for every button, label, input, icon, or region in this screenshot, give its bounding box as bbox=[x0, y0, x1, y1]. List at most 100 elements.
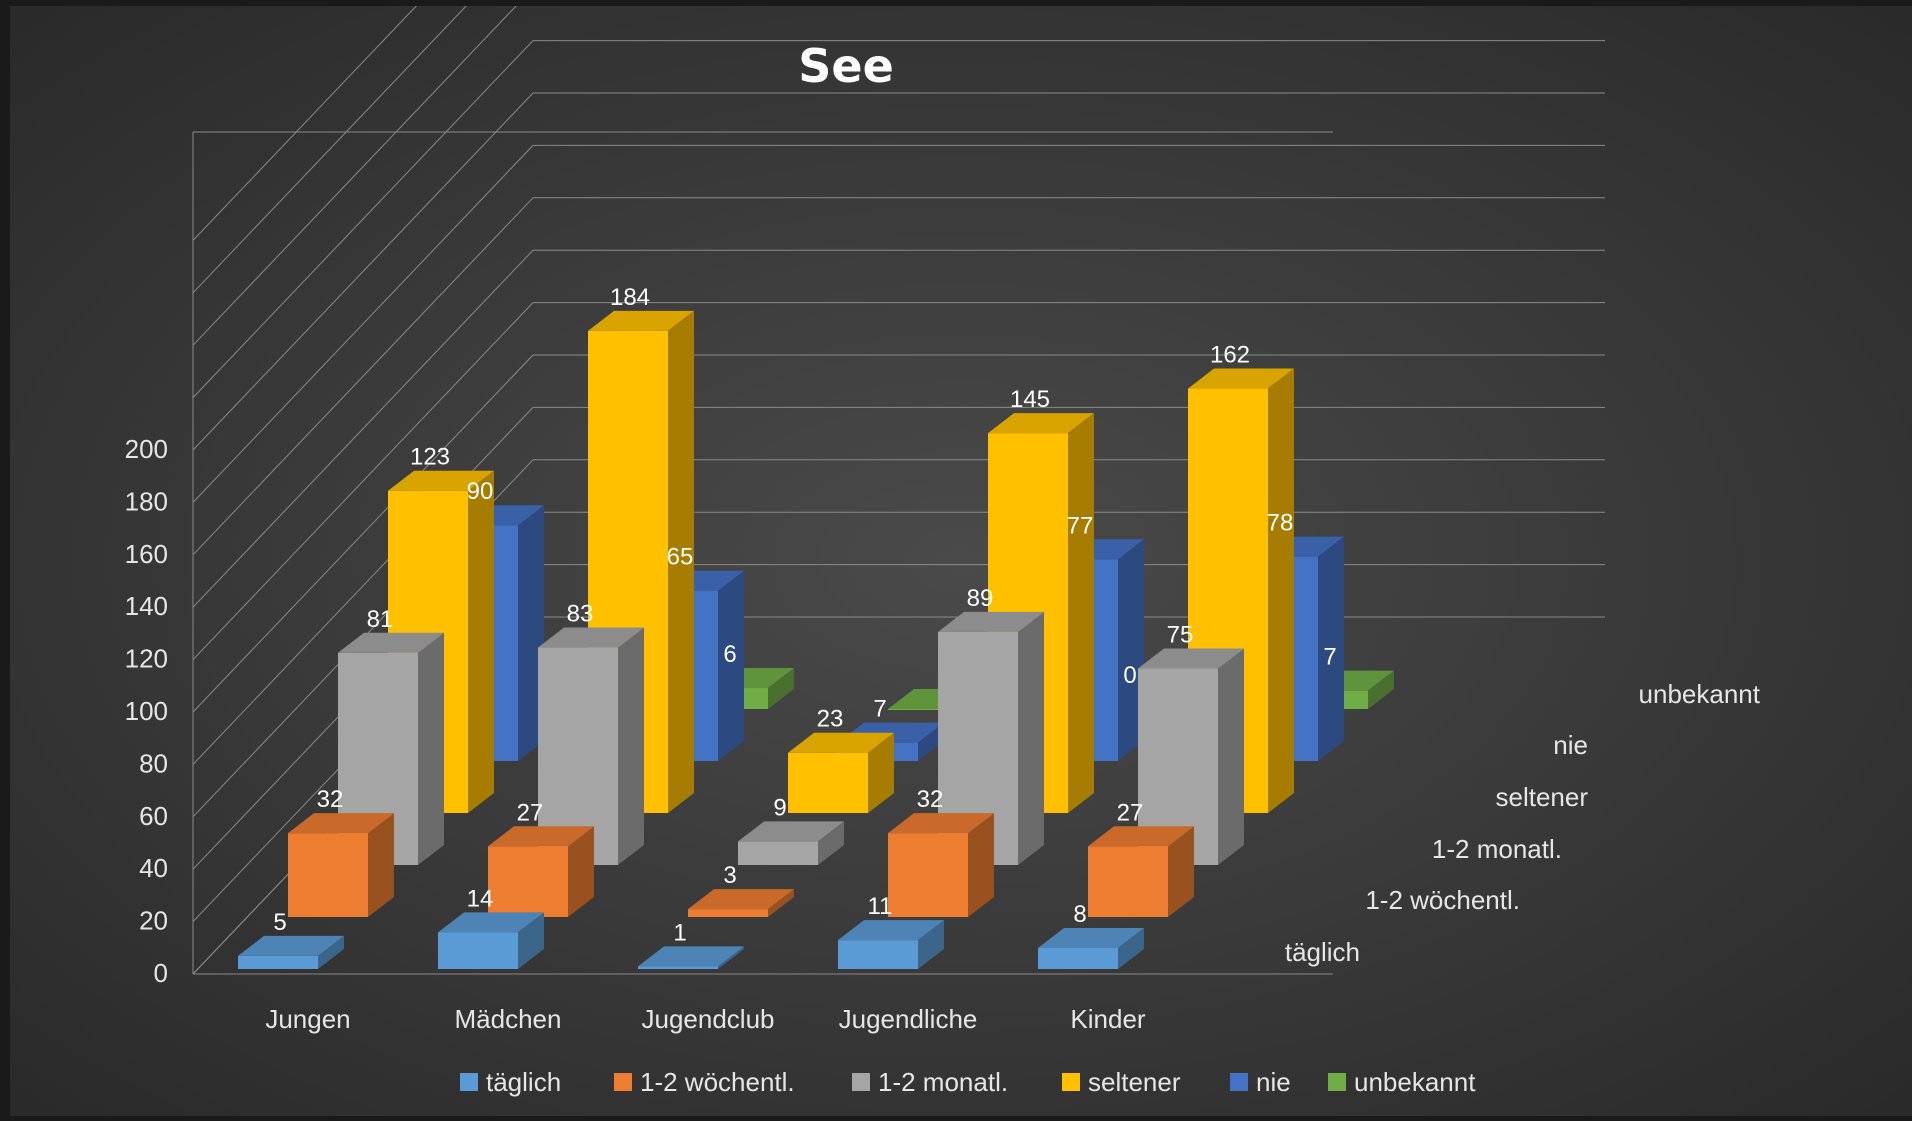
data-label: 65 bbox=[667, 544, 694, 571]
data-label: 77 bbox=[1067, 512, 1094, 539]
data-label: 7 bbox=[873, 696, 886, 723]
y-tick-label: 40 bbox=[139, 853, 168, 883]
y-tick-label: 80 bbox=[139, 748, 168, 778]
legend-label: seltener bbox=[1088, 1067, 1181, 1097]
bar-top bbox=[288, 813, 394, 834]
legend-item: täglich bbox=[460, 1067, 561, 1097]
legend-item: 1-2 monatl. bbox=[852, 1067, 1008, 1097]
data-label: 78 bbox=[1267, 510, 1294, 537]
bar-front bbox=[288, 833, 368, 917]
bar-side bbox=[818, 821, 844, 865]
legend-label: unbekannt bbox=[1354, 1067, 1476, 1097]
y-tick-label: 0 bbox=[154, 958, 168, 988]
gridline-side bbox=[192, 92, 534, 451]
bar-0-1 bbox=[438, 912, 544, 969]
data-label: 27 bbox=[517, 799, 544, 826]
bar-front bbox=[488, 846, 568, 917]
depth-label: 1-2 wöchentl. bbox=[1365, 885, 1520, 915]
gridline-side bbox=[192, 0, 523, 346]
data-label: 145 bbox=[1010, 386, 1050, 413]
bar-top bbox=[1088, 826, 1194, 847]
bar-side bbox=[618, 627, 644, 865]
bar-top bbox=[988, 413, 1094, 434]
bar-top bbox=[738, 821, 844, 842]
bar-top bbox=[688, 889, 794, 910]
bar-side bbox=[668, 310, 694, 813]
bar-0-0 bbox=[238, 935, 344, 969]
bar-side bbox=[368, 813, 394, 917]
data-label: 184 bbox=[610, 284, 650, 311]
bar-side bbox=[918, 722, 944, 761]
legend-label: täglich bbox=[486, 1067, 561, 1097]
data-label: 23 bbox=[817, 706, 844, 733]
bar-top bbox=[638, 946, 744, 967]
bar-side bbox=[1168, 826, 1194, 917]
y-tick-label: 100 bbox=[125, 696, 168, 726]
bar-front bbox=[838, 940, 918, 969]
bar-side bbox=[1268, 368, 1294, 813]
bar-front bbox=[888, 709, 968, 710]
gridline-side bbox=[192, 0, 423, 241]
gridline-side bbox=[192, 0, 473, 294]
bar-3-2 bbox=[788, 732, 894, 813]
category-label: Jugendliche bbox=[839, 1004, 978, 1034]
bar-top bbox=[238, 935, 344, 956]
bar-top bbox=[438, 912, 544, 933]
y-tick-label: 160 bbox=[125, 539, 168, 569]
bar-1-0 bbox=[288, 813, 394, 917]
bar-top bbox=[588, 310, 694, 331]
bar-side bbox=[968, 813, 994, 917]
gridline-side bbox=[192, 407, 534, 765]
legend-swatch bbox=[1230, 1073, 1248, 1091]
bars-layer bbox=[238, 310, 1394, 969]
bar-front bbox=[438, 932, 518, 969]
data-label: 14 bbox=[467, 885, 494, 912]
y-tick-label: 60 bbox=[139, 801, 168, 831]
gridline-side bbox=[192, 249, 534, 608]
data-label: 75 bbox=[1167, 622, 1194, 649]
bar-front bbox=[1088, 846, 1168, 917]
bar-side bbox=[768, 889, 794, 917]
bar-side bbox=[468, 470, 494, 813]
bar-front bbox=[788, 752, 868, 813]
bar-side bbox=[1318, 536, 1344, 761]
bar-0-4 bbox=[1038, 928, 1144, 969]
bar-top bbox=[838, 920, 944, 941]
y-tick-label: 140 bbox=[125, 591, 168, 621]
data-label: 27 bbox=[1117, 799, 1144, 826]
y-tick-label: 120 bbox=[125, 644, 168, 674]
legend-swatch bbox=[1328, 1073, 1346, 1091]
category-label: Kinder bbox=[1070, 1004, 1145, 1034]
gridline-side bbox=[192, 145, 534, 503]
y-tick-label: 200 bbox=[125, 434, 168, 464]
bar-0-2 bbox=[638, 946, 744, 969]
data-label: 123 bbox=[410, 444, 450, 471]
data-label: 32 bbox=[317, 786, 344, 813]
data-label: 32 bbox=[917, 786, 944, 813]
data-label: 9 bbox=[773, 794, 786, 821]
legend-item: 1-2 wöchentl. bbox=[614, 1067, 795, 1097]
chart-container: See 0 20 40 60 80 100 120 140 160 180 200 6 0 7 90 65 7 7… bbox=[10, 0, 1912, 1116]
bar-top bbox=[388, 470, 494, 491]
gridline-side bbox=[192, 302, 534, 660]
bar-side bbox=[518, 505, 544, 761]
bar-top bbox=[888, 813, 994, 834]
legend-label: 1-2 wöchentl. bbox=[640, 1067, 795, 1097]
gridline-side bbox=[192, 40, 534, 398]
bar-1-1 bbox=[488, 826, 594, 917]
category-label: Jugendclub bbox=[642, 1004, 775, 1034]
depth-label: 1-2 monatl. bbox=[1432, 834, 1562, 864]
bar-side bbox=[1368, 670, 1394, 709]
category-label: Mädchen bbox=[455, 1004, 562, 1034]
bar-side bbox=[918, 920, 944, 969]
legend-label: 1-2 monatl. bbox=[878, 1067, 1008, 1097]
bar-front bbox=[1038, 948, 1118, 969]
bar-side bbox=[1118, 539, 1144, 761]
bar-side bbox=[868, 732, 894, 813]
data-label: 162 bbox=[1210, 342, 1250, 369]
legend-item: unbekannt bbox=[1328, 1067, 1476, 1097]
bar-front bbox=[738, 841, 818, 865]
bar-top bbox=[338, 632, 444, 653]
legend-item: nie bbox=[1230, 1067, 1291, 1097]
